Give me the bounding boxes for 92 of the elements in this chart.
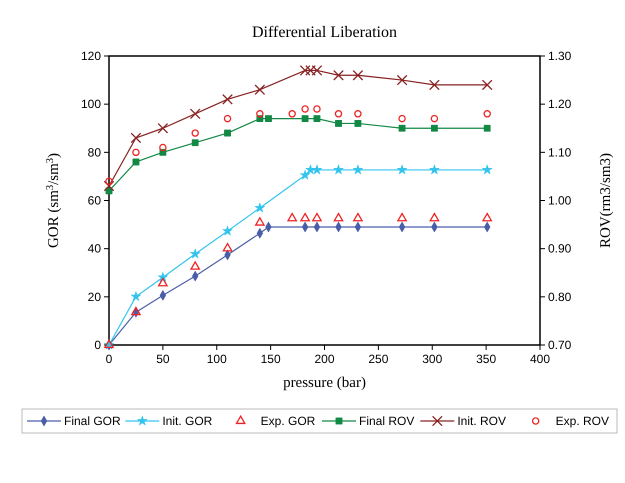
x-tick-label: 100 xyxy=(206,352,228,366)
point xyxy=(430,114,438,122)
point xyxy=(429,80,440,90)
point xyxy=(396,74,408,86)
x-tick-label: 0 xyxy=(106,352,113,366)
point xyxy=(354,110,362,118)
y-tick-label: 60 xyxy=(88,194,102,208)
y2-tick-label: 1.10 xyxy=(548,145,572,160)
point xyxy=(287,212,298,222)
legend-label: Exp. GOR xyxy=(260,414,316,428)
legend-label: Final GOR xyxy=(64,414,122,428)
point xyxy=(314,115,320,122)
y2-tick-label: 0.80 xyxy=(548,290,572,304)
x-tick-label: 300 xyxy=(422,352,443,366)
point xyxy=(333,164,344,174)
point xyxy=(192,139,199,146)
point xyxy=(352,70,364,81)
point xyxy=(396,164,408,174)
point xyxy=(312,164,322,174)
point xyxy=(398,124,406,132)
point xyxy=(222,94,233,105)
x-axis-title: pressure (bar) xyxy=(283,375,366,391)
x-tick-label: 150 xyxy=(260,352,281,366)
point xyxy=(333,70,344,81)
point xyxy=(397,212,407,222)
y2-tick-label: 1.20 xyxy=(548,97,572,112)
point xyxy=(353,212,363,222)
point xyxy=(132,148,140,156)
y2-axis-title: ROV(rm3/sm3) xyxy=(598,153,614,248)
point xyxy=(224,114,232,122)
point xyxy=(482,80,493,90)
point xyxy=(256,110,264,118)
point xyxy=(105,178,113,185)
point xyxy=(158,122,168,134)
point xyxy=(190,248,200,258)
point xyxy=(301,105,309,113)
point xyxy=(130,291,142,302)
point xyxy=(483,110,491,118)
point xyxy=(104,180,114,192)
point xyxy=(254,202,266,212)
point xyxy=(159,144,167,152)
y-tick-label: 40 xyxy=(88,242,102,256)
point xyxy=(302,115,309,122)
point xyxy=(334,110,342,118)
y2-tick-label: 1.30 xyxy=(548,49,572,63)
y2-tick-label: 1.00 xyxy=(548,194,572,208)
point xyxy=(255,217,265,226)
point xyxy=(312,212,322,222)
point xyxy=(429,164,440,174)
x-tick-label: 400 xyxy=(530,352,550,366)
point xyxy=(254,84,266,96)
point xyxy=(398,114,406,122)
legend-label: Exp. ROV xyxy=(556,414,610,428)
point xyxy=(191,129,199,137)
point xyxy=(222,226,233,236)
point xyxy=(130,132,142,144)
y2-tick-label: 0.90 xyxy=(548,242,572,256)
point xyxy=(430,212,440,222)
point xyxy=(352,164,364,174)
point xyxy=(313,105,321,113)
y-tick-label: 80 xyxy=(88,145,102,160)
point xyxy=(158,278,168,286)
legend-label: Init. ROV xyxy=(457,414,506,428)
y2-tick-label: 0.70 xyxy=(548,338,572,352)
legend-label: Init. GOR xyxy=(162,414,213,428)
point xyxy=(482,212,492,222)
point xyxy=(222,242,232,252)
x-tick-label: 50 xyxy=(156,352,170,366)
point xyxy=(288,110,296,118)
y-tick-label: 20 xyxy=(88,290,102,304)
point xyxy=(265,115,272,122)
point xyxy=(335,120,342,127)
point xyxy=(484,124,491,132)
y-tick-label: 0 xyxy=(94,338,102,352)
point xyxy=(132,158,140,166)
point xyxy=(300,170,310,180)
legend-label: Final ROV xyxy=(359,414,414,428)
x-tick-label: 200 xyxy=(314,352,335,366)
x-tick-label: 350 xyxy=(476,352,496,366)
point xyxy=(300,212,310,222)
point xyxy=(482,164,492,174)
point xyxy=(190,108,201,120)
point xyxy=(354,120,362,127)
chart-title: Differential Liberation xyxy=(252,24,397,41)
point xyxy=(224,130,231,136)
point xyxy=(334,212,344,222)
point xyxy=(131,306,141,316)
y-tick-label: 100 xyxy=(80,97,102,112)
y-tick-label: 120 xyxy=(80,49,102,63)
x-tick-label: 250 xyxy=(368,352,389,366)
point xyxy=(190,261,200,270)
point xyxy=(430,124,438,132)
